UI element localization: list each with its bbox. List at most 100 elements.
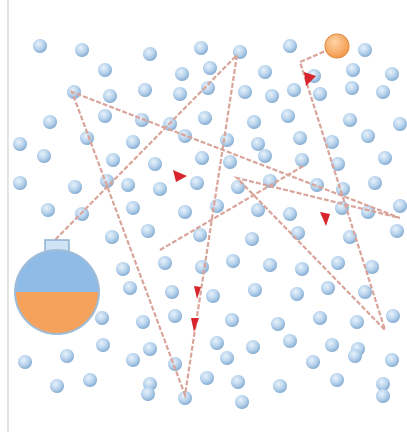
peg (98, 63, 112, 77)
trajectory-line (49, 44, 401, 400)
peg (361, 205, 375, 219)
trajectory-line (159, 164, 306, 251)
peg (75, 43, 89, 57)
peg (258, 65, 272, 79)
peg (238, 85, 252, 99)
peg (13, 176, 27, 190)
peg (158, 256, 172, 270)
peg (153, 182, 167, 196)
peg (201, 81, 215, 95)
peg (245, 232, 259, 246)
peg (343, 113, 357, 127)
peg (235, 395, 249, 409)
peg (385, 353, 399, 367)
peg (173, 87, 187, 101)
peg (60, 349, 74, 363)
peg (345, 81, 359, 95)
flask-body (14, 249, 100, 335)
peg (231, 375, 245, 389)
peg (141, 224, 155, 238)
peg (386, 309, 400, 323)
peg (390, 224, 404, 238)
arrow (320, 212, 330, 226)
peg (148, 157, 162, 171)
peg-field (13, 39, 407, 409)
peg (393, 117, 407, 131)
peg (358, 285, 372, 299)
peg (126, 201, 140, 215)
peg (195, 260, 209, 274)
peg (385, 67, 399, 81)
peg (143, 342, 157, 356)
peg (126, 135, 140, 149)
peg (246, 340, 260, 354)
peg (195, 151, 209, 165)
peg (251, 137, 265, 151)
peg (203, 61, 217, 75)
peg (206, 289, 220, 303)
peg (248, 283, 262, 297)
peg (376, 377, 390, 391)
peg (220, 351, 234, 365)
peg (331, 256, 345, 270)
peg (283, 39, 297, 53)
peg (68, 180, 82, 194)
peg (378, 151, 392, 165)
peg (291, 226, 305, 240)
peg (37, 149, 51, 163)
peg (226, 254, 240, 268)
peg (121, 178, 135, 192)
peg (393, 199, 407, 213)
peg (283, 207, 297, 221)
arrow (304, 72, 316, 86)
peg (200, 371, 214, 385)
peg (106, 153, 120, 167)
peg (168, 309, 182, 323)
peg (376, 389, 390, 403)
peg (83, 373, 97, 387)
peg (273, 379, 287, 393)
peg (105, 230, 119, 244)
peg (193, 228, 207, 242)
peg (198, 111, 212, 125)
arrow (194, 286, 201, 299)
peg (281, 109, 295, 123)
peg (290, 287, 304, 301)
peg (361, 129, 375, 143)
peg (33, 39, 47, 53)
peg (271, 317, 285, 331)
peg (13, 137, 27, 151)
peg (325, 135, 339, 149)
peg (141, 387, 155, 401)
peg (247, 115, 261, 129)
peg (365, 260, 379, 274)
peg (223, 155, 237, 169)
peg (126, 353, 140, 367)
peg (138, 83, 152, 97)
peg (263, 258, 277, 272)
peg (346, 63, 360, 77)
peg (41, 203, 55, 217)
peg (96, 338, 110, 352)
arrow (173, 170, 187, 182)
peg (103, 89, 117, 103)
peg (95, 311, 109, 325)
peg (50, 379, 64, 393)
ball[interactable] (324, 33, 350, 59)
peg (98, 109, 112, 123)
peg (258, 149, 272, 163)
direction-arrows (173, 72, 330, 332)
peg (194, 41, 208, 55)
peg (178, 205, 192, 219)
peg (313, 87, 327, 101)
peg (295, 153, 309, 167)
peg (175, 67, 189, 81)
trajectory (49, 44, 401, 400)
peg (210, 336, 224, 350)
peg (348, 349, 362, 363)
peg (220, 133, 234, 147)
peg (368, 176, 382, 190)
